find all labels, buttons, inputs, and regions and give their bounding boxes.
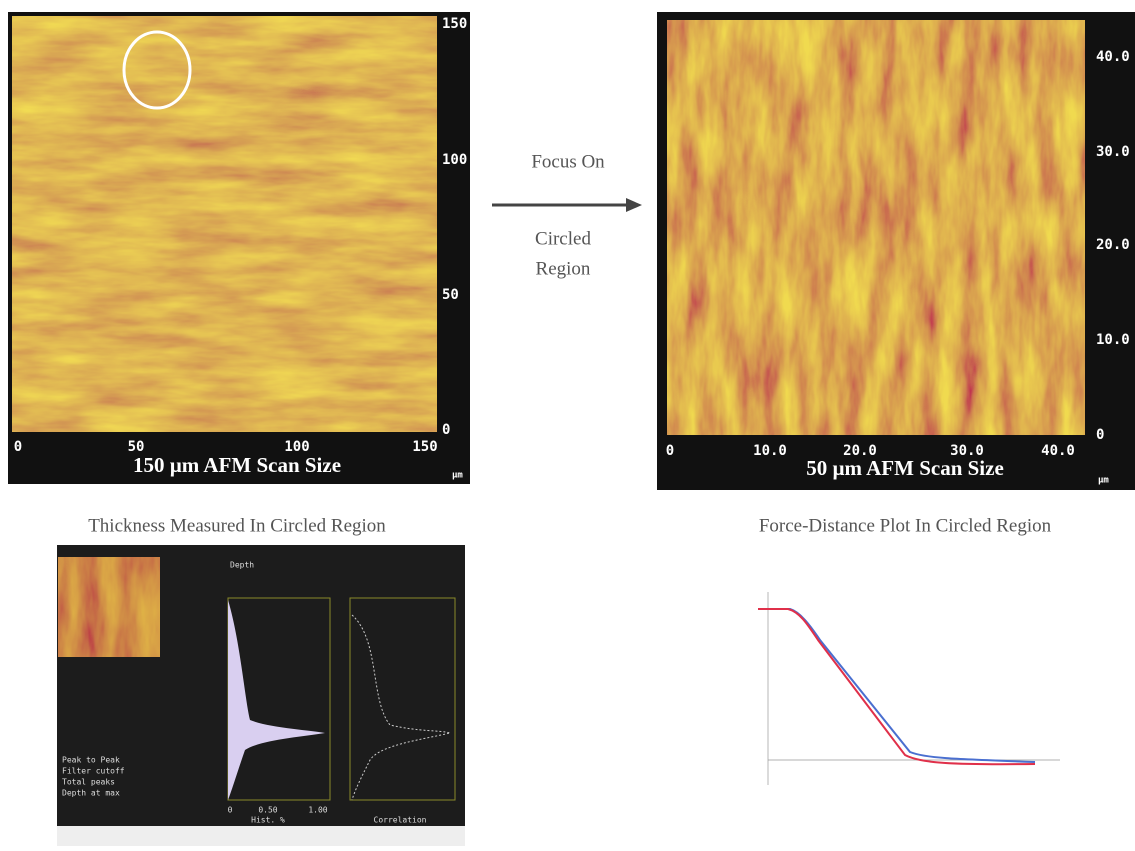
unit: µm: [452, 471, 463, 481]
tick-label: 0: [442, 422, 450, 438]
info-line: Peak to Peak: [62, 756, 120, 765]
tick-label: 150: [442, 16, 467, 32]
tick-label: 10.0: [1096, 332, 1130, 348]
tick-label: 0: [1096, 427, 1104, 443]
unit: µm: [1098, 476, 1109, 486]
scan-texture: [667, 20, 1085, 435]
scan-texture: [12, 16, 437, 432]
tick-label: 20.0: [1096, 237, 1130, 253]
depth-title: Depth: [230, 561, 254, 570]
force-plot: [758, 592, 1060, 785]
tick-label: 0: [14, 439, 22, 455]
approach-curve: [758, 609, 1035, 764]
panel-caption: Thickness Measured In Circled Region: [88, 515, 386, 536]
tick-label: 150: [412, 439, 437, 455]
arrow-label: Focus On: [531, 151, 605, 172]
tick-label: 40.0: [1096, 49, 1130, 65]
tick-label: 10.0: [753, 443, 787, 459]
tick-label: 0: [666, 443, 674, 459]
tick-label: 0: [228, 806, 233, 815]
tick-label: 0.50: [258, 806, 277, 815]
arrow-head: [626, 198, 642, 212]
status-bar: [57, 826, 465, 846]
figure: 150 100 50 0 0 50 100 150 µm 150 µm AFM …: [0, 0, 1135, 846]
scan-caption: 150 µm AFM Scan Size: [133, 453, 341, 477]
depth-thumbnail-texture: [58, 557, 160, 657]
retract-curve: [758, 609, 1035, 762]
tick-label: 30.0: [1096, 144, 1130, 160]
tick-label: 1.00: [308, 806, 327, 815]
scan-caption: 50 µm AFM Scan Size: [806, 456, 1004, 480]
tick-label: 100: [442, 152, 467, 168]
axis-label: Hist. %: [251, 816, 285, 825]
axis-label: Correlation: [374, 816, 427, 825]
tick-label: 50: [442, 287, 459, 303]
info-line: Filter cutoff: [62, 767, 125, 776]
tick-label: 40.0: [1041, 443, 1075, 459]
info-line: Depth at max: [62, 789, 120, 798]
arrow-label: Region: [536, 258, 591, 279]
arrow-label: Circled: [535, 228, 591, 249]
panel-caption: Force-Distance Plot In Circled Region: [759, 515, 1052, 536]
info-line: Total peaks: [62, 778, 115, 787]
